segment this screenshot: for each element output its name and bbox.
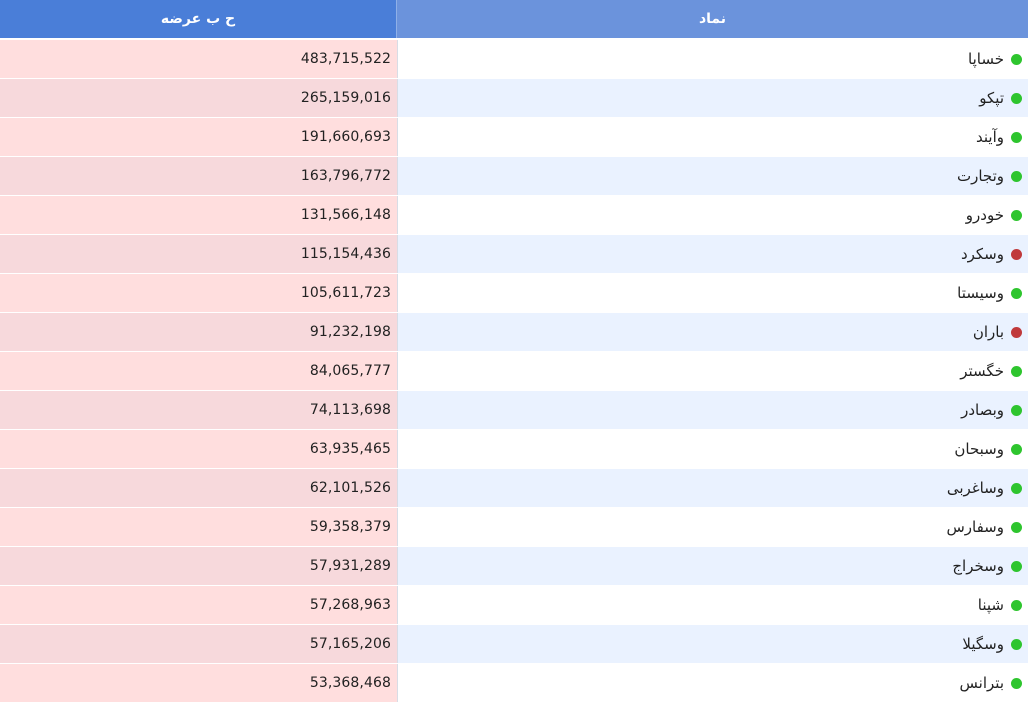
status-up-dot-icon bbox=[1011, 92, 1022, 104]
status-up-dot-icon bbox=[1011, 638, 1022, 650]
volume-cell: 105,611,723 bbox=[0, 274, 397, 312]
symbol-name[interactable]: وسیستا bbox=[957, 284, 1004, 302]
symbol-name[interactable]: وآیند bbox=[976, 128, 1004, 146]
status-up-dot-icon bbox=[1011, 521, 1022, 533]
table-row[interactable]: 91,232,198 باران bbox=[0, 313, 1028, 351]
table-body: 483,715,522 خساپا 265,159,016 تپکو 191,660,6… bbox=[0, 40, 1028, 703]
volume-cell: 53,368,468 bbox=[0, 664, 397, 702]
volume-cell: 62,101,526 bbox=[0, 469, 397, 507]
symbol-cell[interactable]: وتجارت bbox=[397, 157, 1028, 195]
volume-cell: 59,358,379 bbox=[0, 508, 397, 546]
symbol-cell[interactable]: باران bbox=[397, 313, 1028, 351]
symbol-name[interactable]: وسگیلا bbox=[962, 635, 1004, 653]
symbol-cell[interactable]: خگستر bbox=[397, 352, 1028, 390]
symbol-cell[interactable]: وآیند bbox=[397, 118, 1028, 156]
symbol-name[interactable]: وتجارت bbox=[956, 167, 1004, 185]
table-row[interactable]: 63,935,465 وسبحان bbox=[0, 430, 1028, 468]
table-row[interactable]: 115,154,436 وسکرد bbox=[0, 235, 1028, 273]
table-row[interactable]: 131,566,148 خودرو bbox=[0, 196, 1028, 234]
symbol-cell[interactable]: خودرو bbox=[397, 196, 1028, 234]
status-up-dot-icon bbox=[1011, 53, 1022, 65]
symbol-name[interactable]: وسکرد bbox=[960, 245, 1004, 263]
symbol-name[interactable]: وساغربی bbox=[946, 479, 1004, 497]
symbol-name[interactable]: تپکو bbox=[979, 89, 1004, 107]
volume-cell: 63,935,465 bbox=[0, 430, 397, 468]
symbol-name[interactable]: خساپا bbox=[968, 50, 1004, 68]
symbol-cell[interactable]: وسگیلا bbox=[397, 625, 1028, 663]
volume-cell: 483,715,522 bbox=[0, 40, 397, 78]
status-up-dot-icon bbox=[1011, 599, 1022, 611]
volume-cell: 265,159,016 bbox=[0, 79, 397, 117]
volume-cell: 57,931,289 bbox=[0, 547, 397, 585]
status-down-dot-icon bbox=[1011, 326, 1022, 338]
symbol-cell[interactable]: تپکو bbox=[397, 79, 1028, 117]
symbol-cell[interactable]: وسخراج bbox=[397, 547, 1028, 585]
table-header: ح ب عرضه نماد bbox=[0, 0, 1028, 38]
volume-cell: 57,268,963 bbox=[0, 586, 397, 624]
table-row[interactable]: 84,065,777 خگستر bbox=[0, 352, 1028, 390]
volume-cell: 191,660,693 bbox=[0, 118, 397, 156]
status-up-dot-icon bbox=[1011, 209, 1022, 221]
status-up-dot-icon bbox=[1011, 287, 1022, 299]
symbol-name[interactable]: وسخراج bbox=[952, 557, 1004, 575]
symbol-cell[interactable]: وبصادر bbox=[397, 391, 1028, 429]
symbol-cell[interactable]: وسفارس bbox=[397, 508, 1028, 546]
symbol-cell[interactable]: بترانس bbox=[397, 664, 1028, 702]
symbol-name[interactable]: باران bbox=[972, 323, 1004, 341]
status-up-dot-icon bbox=[1011, 170, 1022, 182]
volume-cell: 84,065,777 bbox=[0, 352, 397, 390]
volume-cell: 74,113,698 bbox=[0, 391, 397, 429]
table-row[interactable]: 57,165,206 وسگیلا bbox=[0, 625, 1028, 663]
table-row[interactable]: 59,358,379 وسفارس bbox=[0, 508, 1028, 546]
status-up-dot-icon bbox=[1011, 365, 1022, 377]
table-row[interactable]: 62,101,526 وساغربی bbox=[0, 469, 1028, 507]
column-header-symbol[interactable]: نماد bbox=[397, 0, 1028, 38]
symbol-cell[interactable]: شپنا bbox=[397, 586, 1028, 624]
volume-cell: 163,796,772 bbox=[0, 157, 397, 195]
status-up-dot-icon bbox=[1011, 560, 1022, 572]
status-up-dot-icon bbox=[1011, 404, 1022, 416]
symbol-cell[interactable]: وساغربی bbox=[397, 469, 1028, 507]
table-row[interactable]: 483,715,522 خساپا bbox=[0, 40, 1028, 78]
table-row[interactable]: 265,159,016 تپکو bbox=[0, 79, 1028, 117]
volume-cell: 91,232,198 bbox=[0, 313, 397, 351]
symbol-name[interactable]: خودرو bbox=[965, 206, 1004, 224]
status-up-dot-icon bbox=[1011, 131, 1022, 143]
table-row[interactable]: 57,931,289 وسخراج bbox=[0, 547, 1028, 585]
status-up-dot-icon bbox=[1011, 677, 1022, 689]
symbol-cell[interactable]: خساپا bbox=[397, 40, 1028, 78]
status-down-dot-icon bbox=[1011, 248, 1022, 260]
table-row[interactable]: 105,611,723 وسیستا bbox=[0, 274, 1028, 312]
symbol-cell[interactable]: وسیستا bbox=[397, 274, 1028, 312]
volume-cell: 131,566,148 bbox=[0, 196, 397, 234]
symbol-name[interactable]: بترانس bbox=[959, 674, 1004, 692]
symbol-name[interactable]: خگستر bbox=[960, 362, 1004, 380]
volume-cell: 115,154,436 bbox=[0, 235, 397, 273]
symbol-name[interactable]: وبصادر bbox=[961, 401, 1004, 419]
table-row[interactable]: 74,113,698 وبصادر bbox=[0, 391, 1028, 429]
table-row[interactable]: 163,796,772 وتجارت bbox=[0, 157, 1028, 195]
table-row[interactable]: 191,660,693 وآیند bbox=[0, 118, 1028, 156]
volume-cell: 57,165,206 bbox=[0, 625, 397, 663]
column-header-volume[interactable]: ح ب عرضه bbox=[0, 0, 397, 38]
symbol-name[interactable]: وسبحان bbox=[954, 440, 1004, 458]
symbol-cell[interactable]: وسبحان bbox=[397, 430, 1028, 468]
status-up-dot-icon bbox=[1011, 482, 1022, 494]
table-row[interactable]: 53,368,468 بترانس bbox=[0, 664, 1028, 702]
status-up-dot-icon bbox=[1011, 443, 1022, 455]
symbol-name[interactable]: شپنا bbox=[977, 596, 1004, 614]
symbol-cell[interactable]: وسکرد bbox=[397, 235, 1028, 273]
symbol-name[interactable]: وسفارس bbox=[946, 518, 1004, 536]
table-row[interactable]: 57,268,963 شپنا bbox=[0, 586, 1028, 624]
